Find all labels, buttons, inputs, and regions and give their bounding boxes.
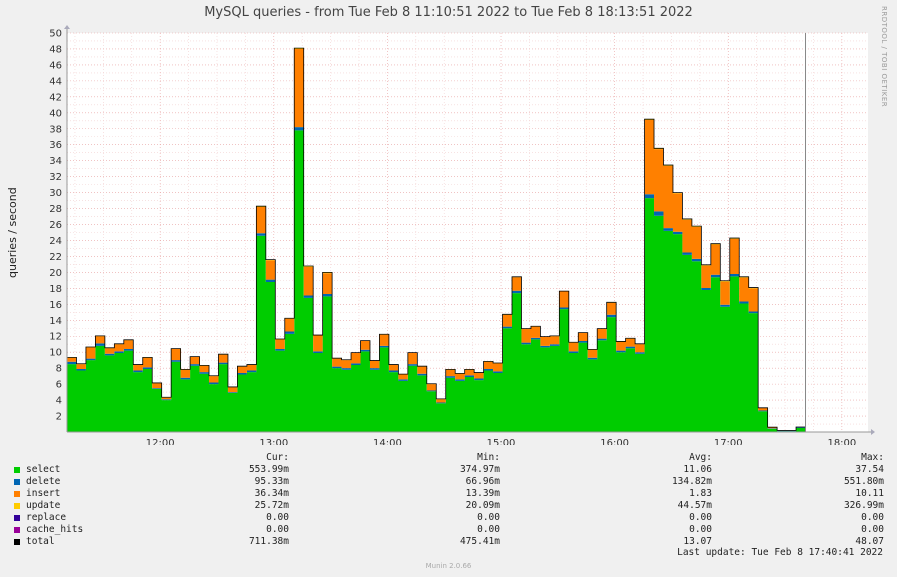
x-tick-label: 16:00	[600, 438, 629, 445]
legend-header-max: Max:	[861, 452, 884, 463]
y-tick-label: 42	[49, 92, 62, 103]
legend-swatch	[14, 479, 20, 485]
y-tick-label: 30	[49, 188, 62, 199]
y-tick-label: 18	[49, 284, 62, 295]
legend-value-avg: 44.57m	[677, 500, 712, 511]
legend-header-min: Min:	[477, 452, 500, 463]
y-tick-label: 36	[49, 140, 62, 151]
y-tick-label: 50	[49, 29, 62, 40]
legend-row-update: update 25.72m 20.09m 44.57m 326.99m	[12, 500, 884, 512]
legend-row-replace: replace 0.00 0.00 0.00 0.00	[12, 512, 884, 524]
y-tick-label: 24	[49, 236, 62, 247]
y-tick-label: 2	[56, 412, 62, 423]
legend-value-max: 326.99m	[843, 500, 884, 511]
y-tick-label: 34	[49, 156, 62, 167]
y-tick-label: 48	[49, 44, 62, 55]
y-tick-label: 16	[49, 300, 62, 311]
y-tick-label: 8	[56, 364, 62, 375]
legend-swatch	[14, 503, 20, 509]
x-tick-label: 18:00	[827, 438, 856, 445]
legend-row-total: total 711.38m 475.41m 13.07 48.07	[12, 536, 884, 548]
y-tick-label: 10	[49, 348, 62, 359]
x-tick-label: 15:00	[487, 438, 516, 445]
legend-value-min: 13.39m	[465, 488, 500, 499]
y-tick-label: 4	[56, 396, 62, 407]
legend-row-delete: delete 95.33m 66.96m 134.82m 551.80m	[12, 476, 884, 488]
legend-value-avg: 13.07	[683, 536, 712, 547]
y-tick-label: 22	[49, 252, 62, 263]
x-tick-label: 17:00	[714, 438, 743, 445]
legend-label: delete	[26, 476, 61, 487]
y-tick-label: 26	[49, 220, 62, 231]
y-tick-label: 46	[49, 60, 62, 71]
chart-axes	[64, 25, 875, 435]
x-tick-label: 12:00	[146, 438, 175, 445]
legend-value-cur: 95.33m	[254, 476, 289, 487]
y-tick-label: 44	[49, 76, 62, 87]
munin-version: Munin 2.0.66	[425, 562, 472, 570]
legend-value-avg: 134.82m	[671, 476, 712, 487]
legend-label: select	[26, 464, 61, 475]
x-tick-label: 14:00	[373, 438, 402, 445]
legend-value-cur: 25.72m	[254, 500, 289, 511]
legend-value-cur: 0.00	[266, 524, 289, 535]
y-tick-label: 28	[49, 204, 62, 215]
legend-value-avg: 0.00	[689, 512, 712, 523]
legend-swatch	[14, 527, 20, 533]
legend-swatch	[14, 539, 20, 545]
legend-swatch	[14, 515, 20, 521]
legend-value-avg: 0.00	[689, 524, 712, 535]
legend-header-avg: Avg:	[689, 452, 712, 463]
chart-grid	[67, 32, 868, 432]
legend-row-cache-hits: cache_hits 0.00 0.00 0.00 0.00	[12, 524, 884, 536]
y-tick-label: 40	[49, 108, 62, 119]
legend-value-max: 551.80m	[843, 476, 884, 487]
legend-header-cur: Cur:	[266, 452, 289, 463]
y-tick-label: 20	[49, 268, 62, 279]
x-axis-arrow	[871, 429, 875, 435]
y-tick-label: 6	[56, 380, 62, 391]
y-axis-arrow	[64, 25, 70, 29]
legend-value-cur: 553.99m	[248, 464, 289, 475]
legend-value-max: 0.00	[861, 512, 884, 523]
y-tick-label: 32	[49, 172, 62, 183]
legend-value-min: 66.96m	[465, 476, 500, 487]
legend-row-insert: insert 36.34m 13.39m 1.83 10.11	[12, 488, 884, 500]
legend-swatch	[14, 467, 20, 473]
legend-label: replace	[26, 512, 67, 523]
legend-value-avg: 11.06	[683, 464, 712, 475]
legend-value-min: 20.09m	[465, 500, 500, 511]
line-total	[67, 47, 806, 431]
area-select	[67, 130, 806, 432]
chart-title: MySQL queries - from Tue Feb 8 11:10:51 …	[204, 5, 693, 20]
legend-value-max: 37.54	[855, 464, 884, 475]
legend-label: cache_hits	[26, 524, 84, 535]
rrdtool-watermark: RRDTOOL / TOBI OETIKER	[880, 6, 888, 108]
legend-value-min: 374.97m	[459, 464, 500, 475]
y-tick-label: 12	[49, 332, 62, 343]
legend-header-row: Cur: Min: Avg: Max:	[12, 452, 884, 464]
legend-value-max: 10.11	[855, 488, 884, 499]
legend-value-min: 0.00	[477, 512, 500, 523]
legend-value-max: 0.00	[861, 524, 884, 535]
chart-ticks: 2468101214161820222426283032343638404244…	[49, 29, 856, 446]
last-update: Last update: Tue Feb 8 17:40:41 2022	[677, 547, 883, 558]
y-tick-label: 14	[49, 316, 62, 327]
legend-swatch	[14, 491, 20, 497]
queries-chart: 2468101214161820222426283032343638404244…	[49, 25, 875, 446]
chart-areas	[67, 33, 807, 432]
legend-row-select: select 553.99m 374.97m 11.06 37.54	[12, 464, 884, 476]
legend-label: update	[26, 500, 61, 511]
legend-label: total	[26, 536, 55, 547]
y-tick-label: 38	[49, 124, 62, 135]
legend-value-cur: 711.38m	[248, 536, 289, 547]
legend-value-max: 48.07	[855, 536, 884, 547]
legend-value-avg: 1.83	[689, 488, 712, 499]
legend-value-min: 475.41m	[459, 536, 500, 547]
x-tick-label: 13:00	[259, 438, 288, 445]
legend-value-cur: 36.34m	[254, 488, 289, 499]
legend-value-min: 0.00	[477, 524, 500, 535]
legend-value-cur: 0.00	[266, 512, 289, 523]
legend-label: insert	[26, 488, 61, 499]
